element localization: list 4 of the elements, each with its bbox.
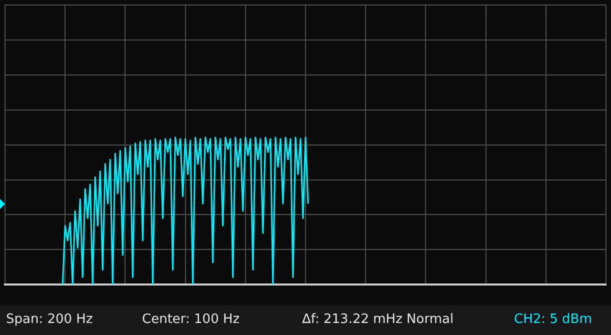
text: Δf: 213.22 mHz Normal [302,312,454,327]
text: Center: 100 Hz [142,312,240,327]
text: Span: 200 Hz [6,312,93,327]
text: CH2: 5 dBm [514,312,592,327]
